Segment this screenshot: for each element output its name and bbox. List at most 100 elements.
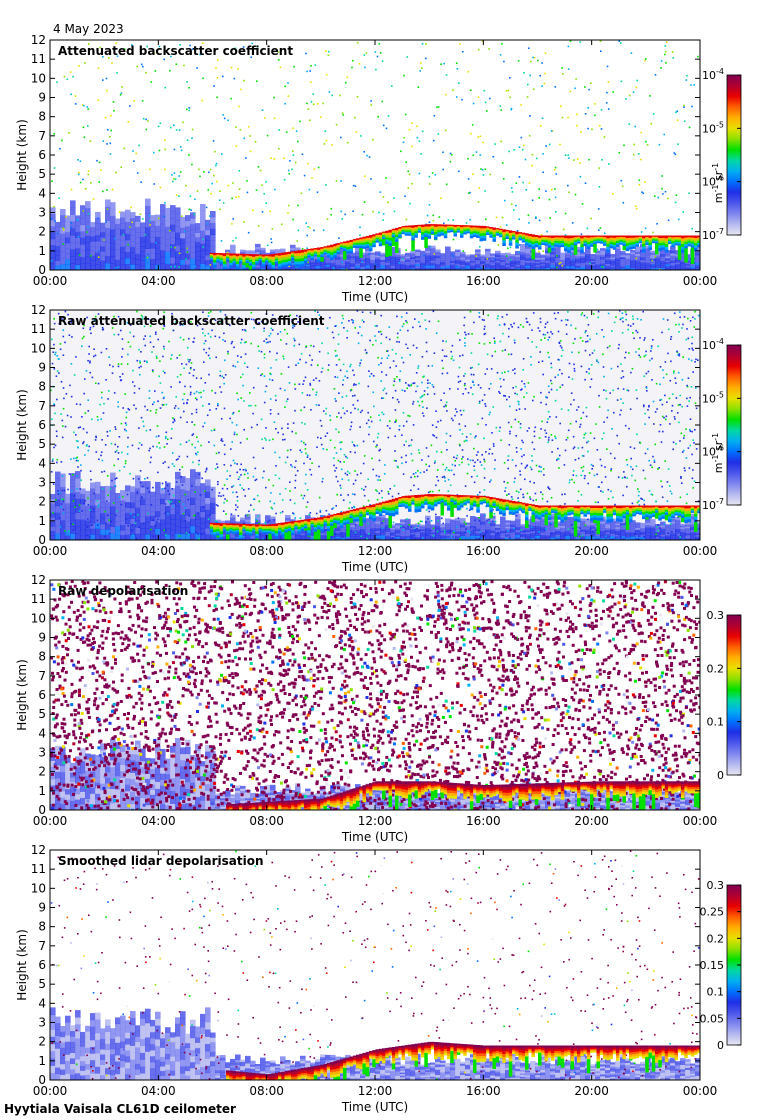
y-tick-label: 6 (38, 148, 46, 162)
colorbar-tick-label: 0.15 (700, 959, 725, 972)
colorbar (726, 344, 742, 506)
colorbar-tick-label: 0.1 (707, 716, 725, 729)
x-axis-label: Time (UTC) (341, 830, 408, 844)
y-tick-label: 11 (31, 322, 46, 336)
x-tick-label: 04:00 (141, 274, 176, 288)
x-tick-label: 08:00 (249, 544, 284, 558)
colorbar-tick-label: 0.3 (707, 609, 725, 622)
y-tick-label: 9 (38, 91, 46, 105)
cloud-layer (226, 1041, 700, 1080)
y-tick-label: 4 (38, 186, 46, 200)
y-tick-label: 7 (38, 669, 46, 683)
x-tick-label: 08:00 (249, 1084, 284, 1098)
y-tick-label: 0 (38, 803, 46, 817)
footer-label: Hyytiala Vaisala CL61D ceilometer (4, 1102, 236, 1116)
colorbar-tick-label: 10-7 (702, 497, 724, 512)
y-tick-label: 2 (38, 225, 46, 239)
y-tick-label: 2 (38, 1035, 46, 1049)
y-tick-label: 9 (38, 361, 46, 375)
colorbar-tick-label: 0.2 (707, 932, 725, 945)
colorbar-tick-label: 0.2 (707, 662, 725, 675)
x-tick-label: 12:00 (358, 274, 393, 288)
cloud-layer (226, 781, 700, 810)
x-tick-label: 20:00 (574, 814, 609, 828)
x-axis-label: Time (UTC) (341, 560, 408, 574)
x-axis-label: Time (UTC) (341, 1100, 408, 1114)
panel-title: Raw depolarisation (58, 584, 188, 598)
x-tick-label: 12:00 (358, 544, 393, 558)
y-tick-label: 5 (38, 167, 46, 181)
colorbar-tick-label: 0.1 (707, 986, 725, 999)
cloud-layer (209, 494, 700, 540)
x-tick-label: 00:00 (33, 1084, 68, 1098)
y-tick-label: 4 (38, 726, 46, 740)
colorbar-tick-label: 0.05 (700, 1012, 725, 1025)
y-tick-label: 6 (38, 958, 46, 972)
panel-title: Smoothed lidar depolarisation (58, 854, 264, 868)
colorbar-units: m-1 sr-1 (711, 163, 725, 203)
colorbar (726, 614, 742, 776)
y-tick-label: 0 (38, 1073, 46, 1087)
panel-title: Raw attenuated backscatter coefficient (58, 314, 325, 328)
y-tick-label: 6 (38, 418, 46, 432)
x-tick-label: 16:00 (466, 1084, 501, 1098)
y-axis-label: Height (km) (15, 929, 29, 1000)
y-tick-label: 3 (38, 206, 46, 220)
y-tick-label: 12 (31, 843, 46, 857)
colorbar-tick-label: 10-4 (702, 337, 724, 352)
y-tick-label: 9 (38, 631, 46, 645)
x-tick-label: 20:00 (574, 274, 609, 288)
y-tick-label: 7 (38, 399, 46, 413)
colorbar-tick-label: 0.25 (700, 906, 725, 919)
cloud-layer (209, 224, 700, 270)
x-axis-label: Time (UTC) (341, 290, 408, 304)
colorbar-tick-label: 10-7 (702, 227, 724, 242)
colorbar-tick-label: 10-5 (702, 120, 724, 135)
colorbar-tick-label: 10-5 (702, 390, 724, 405)
x-tick-label: 00:00 (683, 814, 718, 828)
noise-speckle (50, 850, 700, 1080)
x-tick-label: 12:00 (358, 1084, 393, 1098)
y-tick-label: 10 (31, 611, 46, 625)
y-tick-label: 10 (31, 341, 46, 355)
x-tick-label: 00:00 (683, 1084, 718, 1098)
plot-area (50, 310, 700, 540)
y-tick-label: 1 (38, 784, 46, 798)
colorbar-tick-label: 0 (717, 769, 724, 782)
x-tick-label: 04:00 (141, 544, 176, 558)
y-tick-label: 8 (38, 110, 46, 124)
y-tick-label: 1 (38, 1054, 46, 1068)
colorbar-tick-label: 0 (717, 1039, 724, 1052)
colorbar-tick-label: 0.3 (707, 879, 725, 892)
y-tick-label: 4 (38, 996, 46, 1010)
x-tick-label: 00:00 (33, 814, 68, 828)
y-tick-label: 11 (31, 52, 46, 66)
x-tick-label: 08:00 (249, 274, 284, 288)
x-tick-label: 04:00 (141, 814, 176, 828)
colorbar (726, 74, 742, 236)
y-axis-label: Height (km) (15, 659, 29, 730)
x-tick-label: 00:00 (33, 544, 68, 558)
y-tick-label: 5 (38, 707, 46, 721)
y-tick-label: 3 (38, 1016, 46, 1030)
y-tick-label: 11 (31, 592, 46, 606)
y-tick-label: 10 (31, 881, 46, 895)
colorbar-tick-label: 10-4 (702, 67, 724, 82)
plot-area (50, 580, 700, 810)
plot-area (50, 40, 700, 270)
y-tick-label: 9 (38, 901, 46, 915)
date-label: 4 May 2023 (53, 22, 124, 36)
y-tick-label: 4 (38, 456, 46, 470)
y-tick-label: 3 (38, 476, 46, 490)
y-tick-label: 8 (38, 920, 46, 934)
y-tick-label: 10 (31, 71, 46, 85)
y-tick-label: 3 (38, 746, 46, 760)
x-tick-label: 00:00 (683, 274, 718, 288)
y-tick-label: 2 (38, 765, 46, 779)
x-tick-label: 12:00 (358, 814, 393, 828)
y-tick-label: 11 (31, 862, 46, 876)
